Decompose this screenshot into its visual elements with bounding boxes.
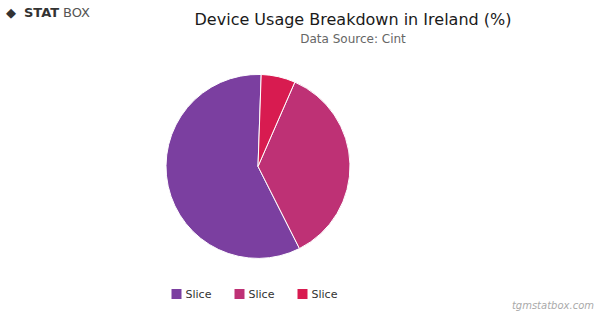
svg-text:◆: ◆ xyxy=(6,5,16,20)
svg-text:Slice: Slice xyxy=(186,288,212,301)
svg-text:Data Source: Cint: Data Source: Cint xyxy=(300,32,406,46)
svg-text:BOX: BOX xyxy=(63,5,90,20)
svg-text:tgmstatbox.com: tgmstatbox.com xyxy=(512,300,594,311)
svg-text:Slice: Slice xyxy=(249,288,275,301)
svg-text:Slice: Slice xyxy=(312,288,338,301)
svg-text:STAT: STAT xyxy=(24,5,59,20)
svg-text:Device Usage Breakdown in Irel: Device Usage Breakdown in Ireland (%) xyxy=(195,10,512,29)
